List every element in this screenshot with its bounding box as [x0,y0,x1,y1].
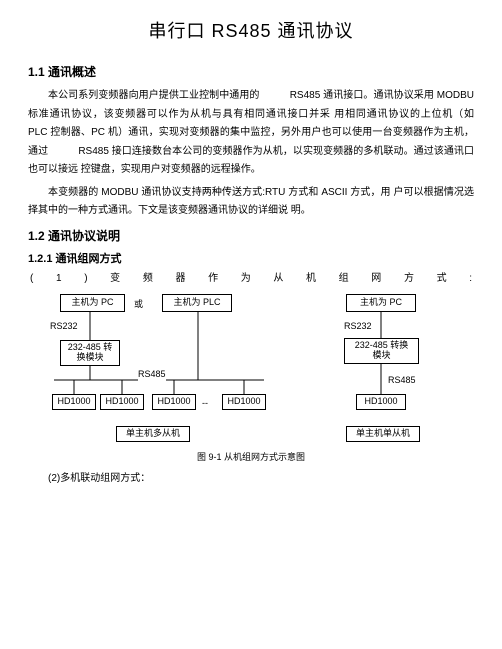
ch: 作 [208,271,218,286]
page-title: 串行口 RS485 通讯协议 [28,18,474,45]
box-host-pc: 主机为 PC [60,294,125,312]
box-caption-right: 单主机单从机 [346,426,420,442]
heading-1-2-1: 1.2.1 通讯组网方式 [28,251,474,268]
box-converter-right: 232-485 转换 模块 [344,338,419,364]
box-converter-left: 232-485 转 换模块 [60,340,120,366]
heading-1-2: 1.2 通讯协议说明 [28,227,474,245]
ch: 1 [56,271,62,286]
subheading-spread: ( 1 ) 变 频 器 作 为 从 机 组 网 方 式 : [28,271,474,286]
ch: 组 [339,271,349,286]
label-rs485-right: RS485 [388,374,416,388]
diagram-right: 主机为 PC RS232 232-485 转换 模块 RS485 HD1000 … [326,292,446,447]
diagram-row: 主机为 PC 或 主机为 PLC RS232 232-485 转 换模块 RS4… [46,292,474,447]
ch: ) [84,271,87,286]
paragraph-2: 本变频器的 MODBU 通讯协议支持两种传送方式:RTU 方式和 ASCII 方… [28,184,474,221]
ch: 频 [143,271,153,286]
label-ellipsis: -- [202,397,208,411]
ch: ( [30,271,33,286]
label-rs232-left: RS232 [50,320,78,334]
ch: 器 [175,271,185,286]
ch: 机 [306,271,316,286]
box-host-plc: 主机为 PLC [162,294,232,312]
heading-1-1: 1.1 通讯概述 [28,63,474,81]
box-hd-0: HD1000 [52,394,96,410]
ch: : [469,271,472,286]
box-caption-left: 单主机多从机 [116,426,190,442]
label-rs232-right: RS232 [344,320,372,334]
diagram-left: 主机为 PC 或 主机为 PLC RS232 232-485 转 换模块 RS4… [46,292,306,447]
label-rs485-left: RS485 [138,368,166,382]
subheading-2: (2)多机联动组网方式： [28,471,474,486]
box-hd-2: HD1000 [152,394,196,410]
box-hd-1: HD1000 [100,394,144,410]
ch: 从 [273,271,283,286]
paragraph-1: 本公司系列变频器向用户提供工业控制中通用的 RS485 通讯接口。通讯协议采用 … [28,87,474,180]
box-hd-3: HD1000 [222,394,266,410]
ch: 式 [437,271,447,286]
box-hd-right: HD1000 [356,394,406,410]
figure-caption: 图 9-1 从机组网方式示意图 [28,451,474,465]
ch: 为 [241,271,251,286]
box-host-pc-right: 主机为 PC [346,294,416,312]
label-or: 或 [134,298,143,312]
ch: 变 [110,271,120,286]
ch: 网 [371,271,381,286]
ch: 方 [404,271,414,286]
